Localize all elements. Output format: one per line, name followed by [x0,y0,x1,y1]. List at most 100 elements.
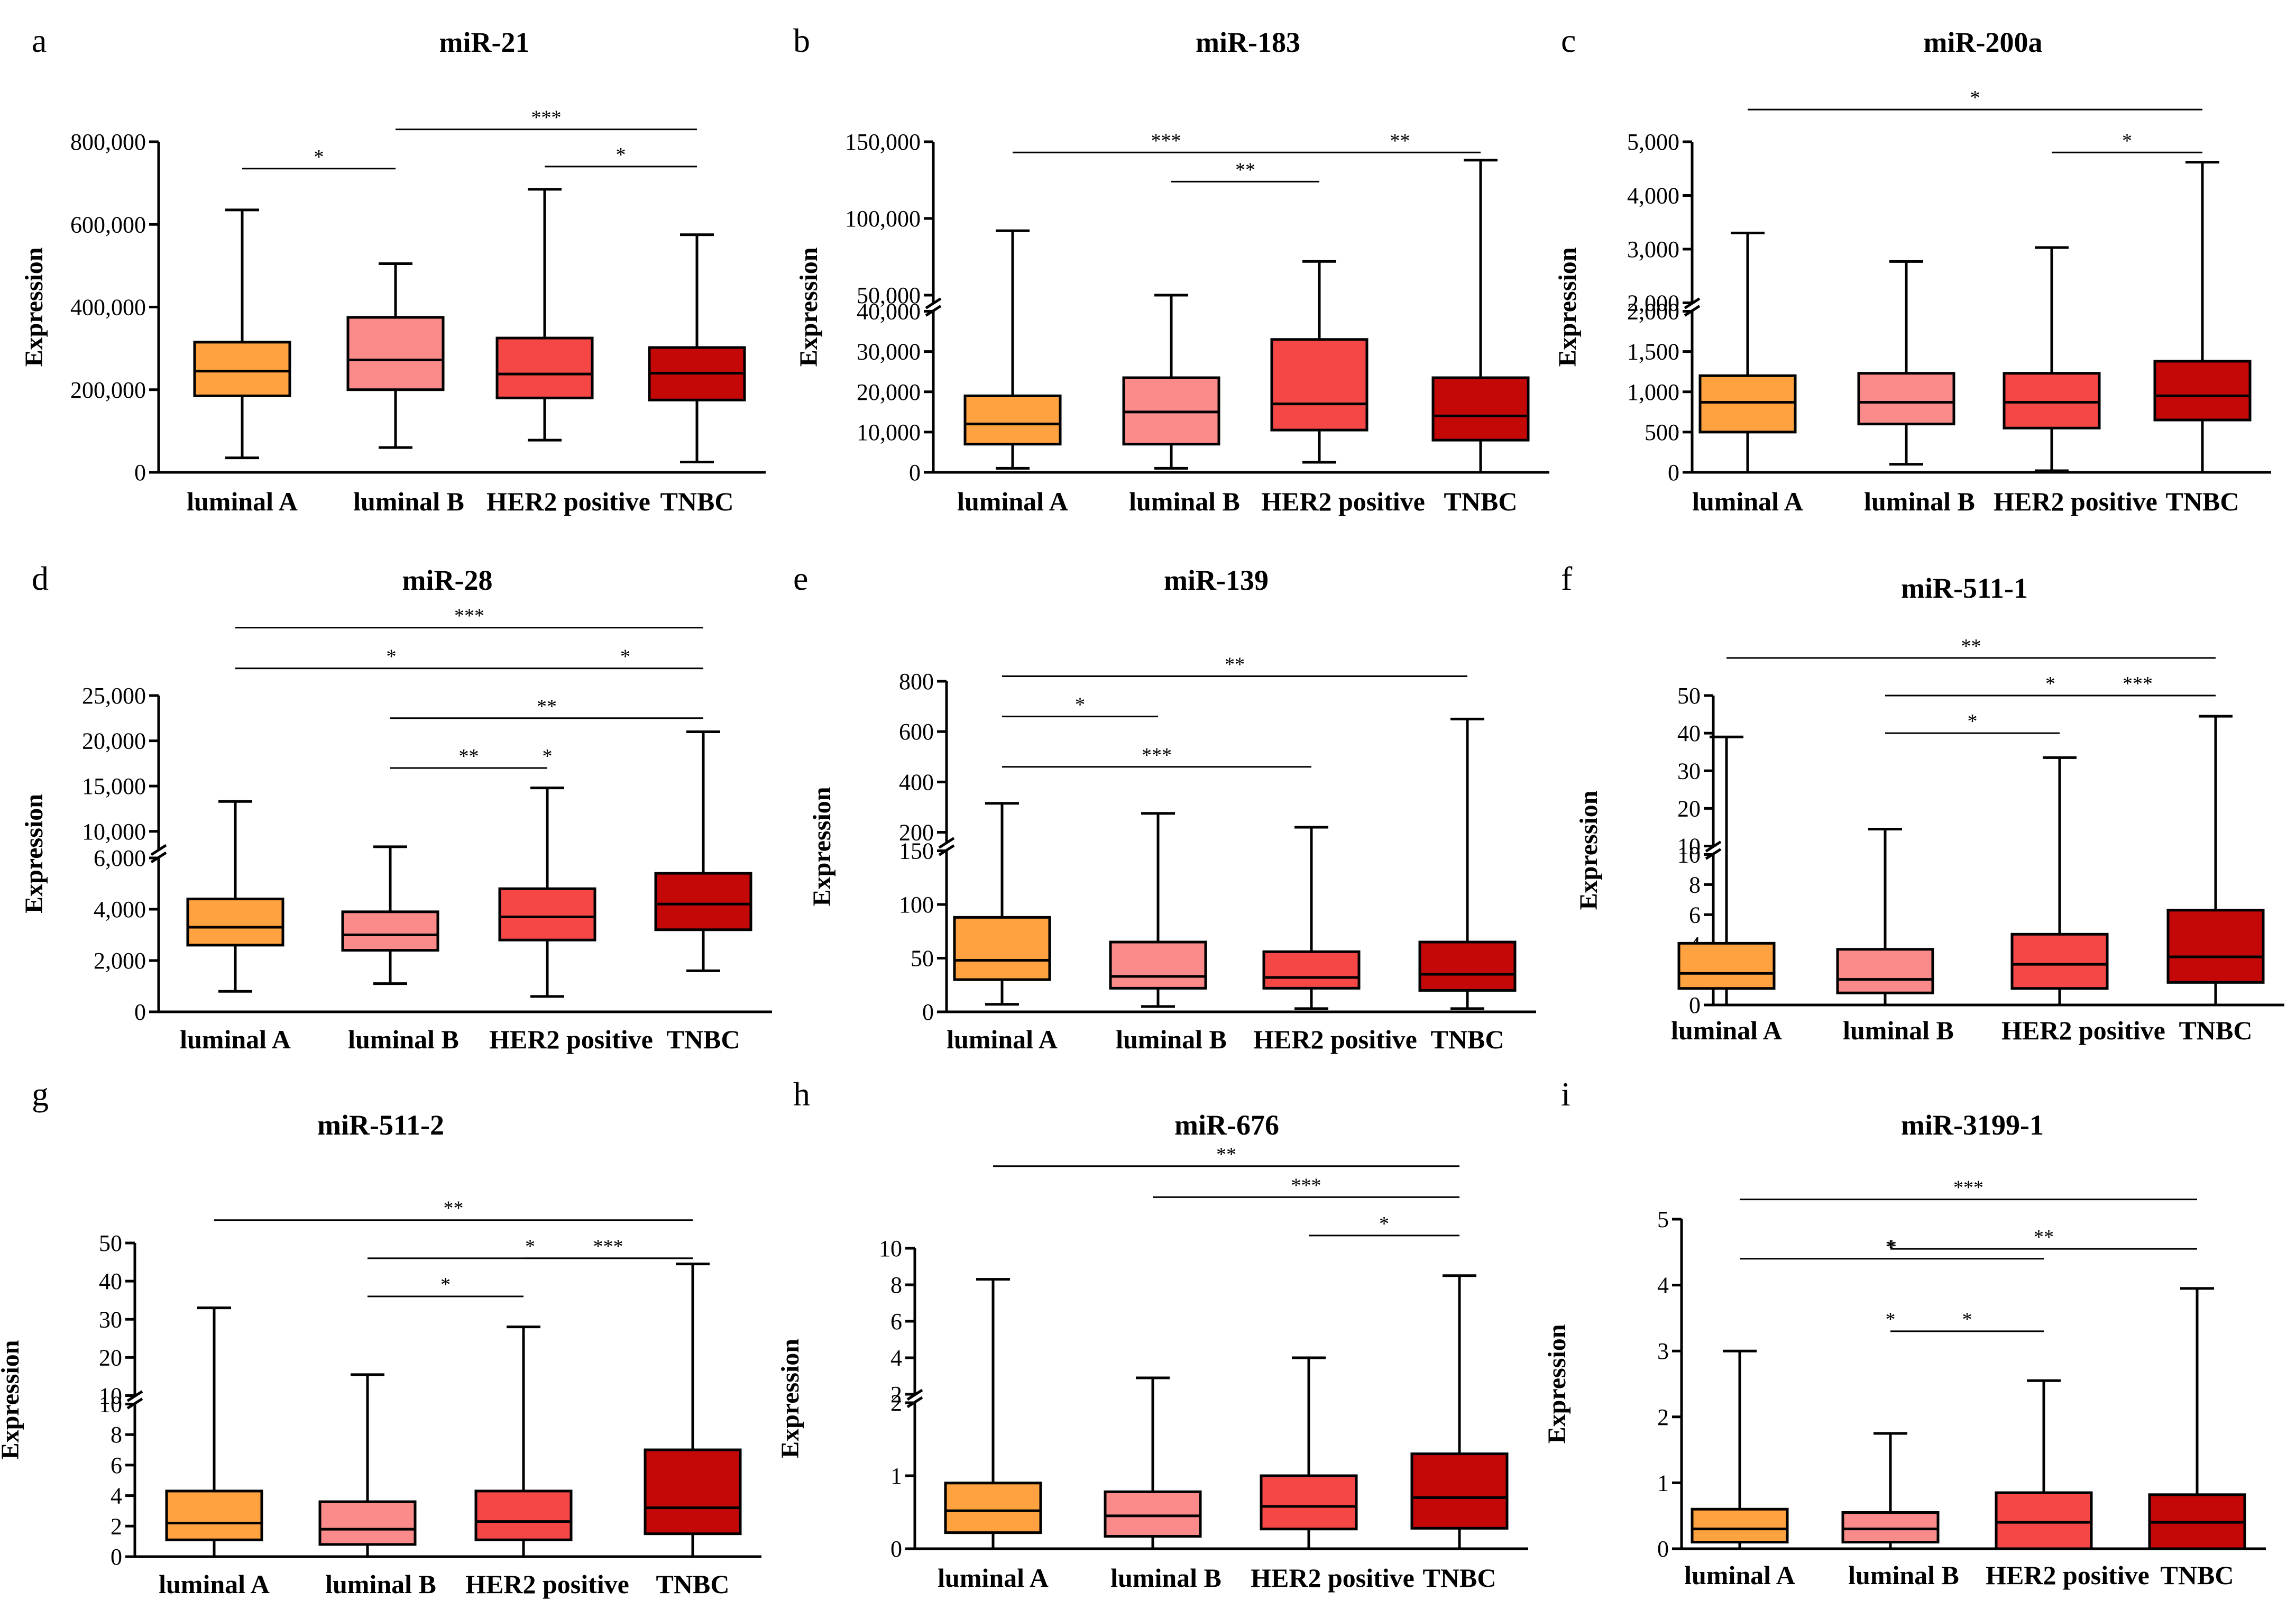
y-tick-label: 3 [1657,1338,1669,1364]
x-category-label: TNBC [1444,487,1518,516]
y-tick-label: 6 [111,1452,122,1478]
significance-label: * [525,1236,535,1258]
box-tnbc [654,730,752,972]
y-tick-label: 150,000 [845,129,921,155]
significance-label: *** [454,605,484,627]
significance-label: ** [459,745,479,767]
panel-letter: b [793,22,810,59]
iqr-box [186,898,284,947]
significance-label: ** [444,1197,464,1220]
x-category-label: HER2 positive [1253,1025,1417,1054]
y-tick-label: 200 [899,819,934,845]
axis-break-mark [126,1390,143,1402]
chart-panel-f: fmiR-511-102468101020304050Expressionlum… [1561,560,2284,1045]
iqr-box [1691,1507,1789,1544]
x-category-label: TNBC [2161,1560,2234,1590]
significance-label: ** [1225,653,1245,675]
iqr-box [2166,909,2265,984]
significance-label: ** [1216,1144,1236,1166]
x-category-label: HER2 positive [1994,487,2157,516]
box-tnbc [644,1263,742,1558]
y-tick-label: 20,000 [82,728,146,754]
iqr-box [1841,1511,1940,1544]
iqr-box [1857,372,1955,426]
box-luminal-b [1109,812,1207,1008]
y-tick-label: 1,000 [1627,379,1679,405]
significance-label: * [1075,694,1085,716]
iqr-box [1431,376,1530,442]
axis-break-mark [938,844,955,856]
box-luminal-a [953,802,1051,1006]
axis-break-mark [150,844,167,856]
y-tick-label: 30 [1677,758,1701,784]
axis-break-mark [1684,305,1701,317]
x-category-label: TNBC [656,1569,730,1599]
y-tick-label: 50 [911,946,934,972]
axis-break-mark [1705,840,1722,853]
box-tnbc [2148,1287,2246,1550]
y-tick-label: 20,000 [857,379,921,405]
significance-label: * [620,646,630,668]
box-tnbc [2166,715,2265,1007]
box-luminal-b [1841,1432,1940,1550]
chart-panel-h: h miR-676 0 1 22 4 6 8 10 Expression luminal A lumi… [776,1075,1528,1593]
y-tick-label: 8 [1689,872,1701,898]
y-tick-label: 600,000 [70,212,146,237]
y-tick-label: 25,000 [82,683,146,709]
box-tnbc [1410,1274,1509,1550]
significance-label: * [1968,710,1978,733]
panel-letter: h [793,1075,810,1113]
chart-title: miR-676 [1174,1109,1279,1141]
y-tick-label: 50 [1677,683,1701,709]
x-category-label: TNBC [660,487,734,516]
box-tnbc [2153,161,2252,474]
y-tick-label: 0 [134,460,146,486]
box-luminal-b [346,262,445,449]
axis-break-mark [925,305,942,317]
x-category-label: luminal B [1843,1016,1954,1045]
y-tick-label: 200,000 [70,377,146,403]
significance-label: * [616,144,626,166]
iqr-box [1836,948,1934,994]
x-category-label: HER2 positive [2001,1016,2165,1045]
y-tick-label: 0 [134,999,146,1025]
y-tick-label: 1,500 [1627,339,1679,365]
significance-label: * [1962,1309,1972,1331]
significance-label: *** [1151,130,1181,152]
iqr-box [1418,940,1517,992]
y-tick-label: 1 [890,1463,902,1489]
x-category-label: HER2 positive [1986,1560,2150,1590]
chart-title: miR-511-2 [317,1109,444,1141]
significance-label: *** [1142,744,1172,766]
y-tick-label: 2,000 [1627,299,1679,325]
axis-break-mark [906,1396,923,1409]
x-category-label: TNBC [2166,487,2239,516]
y-tick-label: 15,000 [82,773,146,799]
chart-panel-i: i miR-3199-1 0 1 2 3 4 5 Expression luminal A lumi… [1543,1075,2266,1590]
x-category-label: luminal B [1116,1025,1227,1054]
box-tnbc [1418,717,1517,1010]
iqr-box [341,910,439,952]
y-tick-label: 0 [1668,460,1679,486]
y-tick-label: 30 [99,1306,122,1332]
axis-break-mark [906,1388,923,1401]
box-luminal-a [165,1306,263,1558]
iqr-box [498,887,596,941]
iqr-box [2153,360,2252,422]
y-tick-label: 0 [922,999,934,1025]
box-luminal-b [341,845,439,985]
y-tick-label: 0 [111,1544,122,1570]
significance-label: *** [1953,1177,1983,1199]
box-luminal-a [193,208,291,460]
x-category-label: luminal A [1684,1560,1795,1590]
y-tick-label: 1 [1657,1470,1669,1496]
box-her2-positive [474,1326,573,1558]
x-category-label: luminal B [1129,487,1240,516]
y-tick-label: 100 [899,892,934,918]
x-category-label: TNBC [1423,1563,1496,1593]
panel-letter: g [32,1075,49,1113]
x-category-label: luminal A [187,487,298,516]
chart-title: miR-511-1 [1901,572,2028,604]
significance-label: *** [1291,1174,1321,1196]
